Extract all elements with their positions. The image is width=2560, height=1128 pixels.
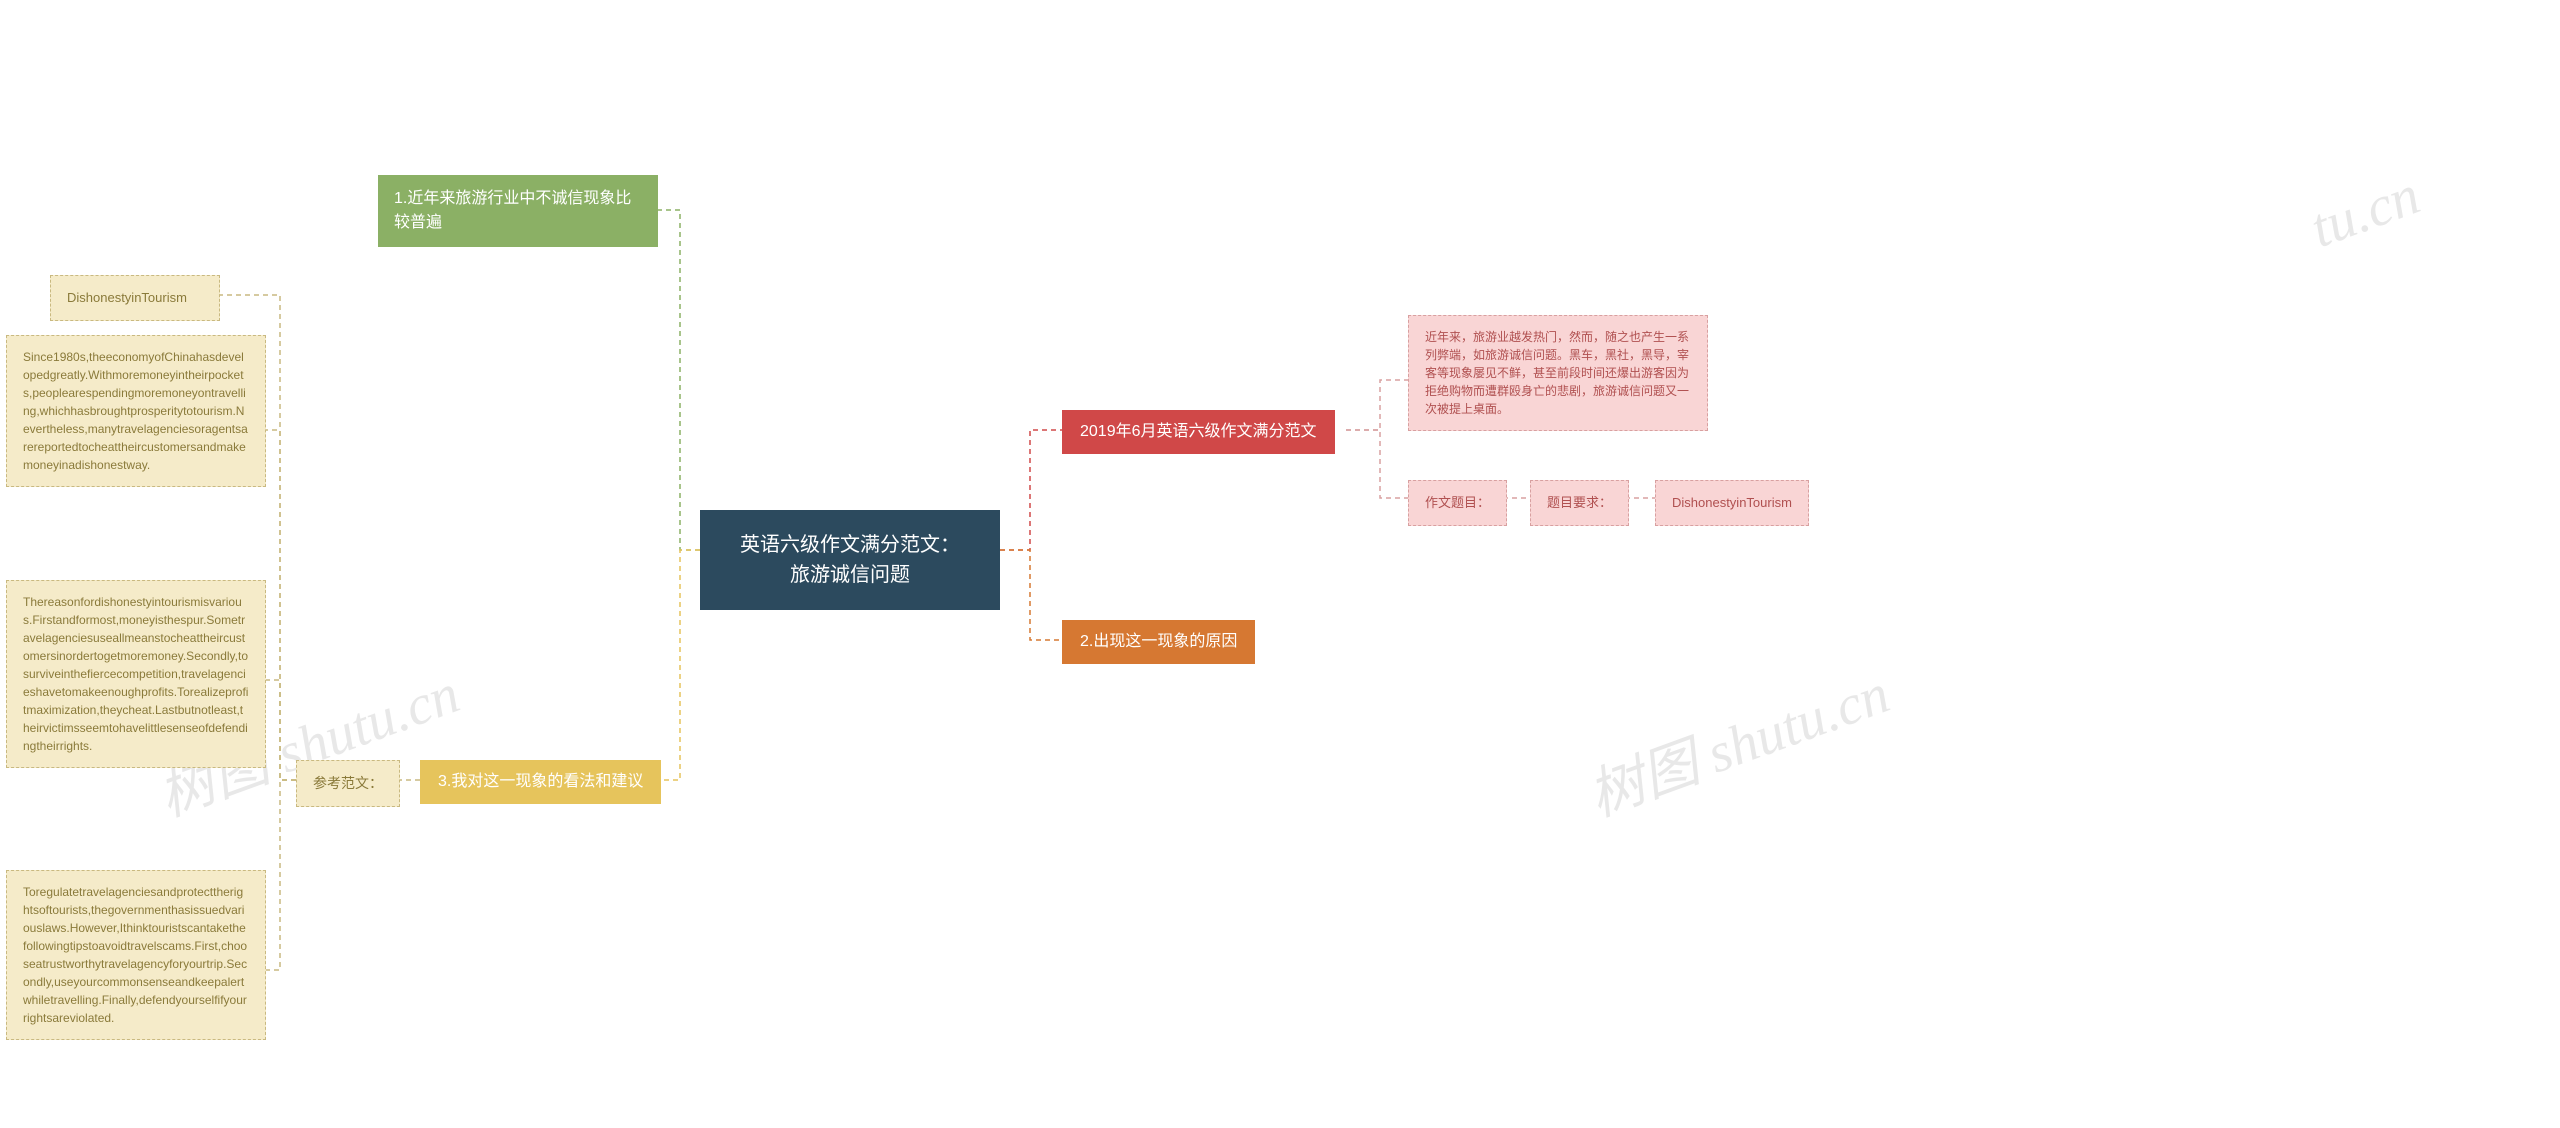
red-branch[interactable]: 2019年6月英语六级作文满分范文 bbox=[1062, 410, 1335, 454]
reference-label[interactable]: 参考范文： bbox=[296, 760, 400, 807]
beige-leaf-3[interactable]: Toregulatetravelagenciesandprotecttherig… bbox=[6, 870, 266, 1040]
beige-leaf-2[interactable]: Thereasonfordishonestyintourismisvarious… bbox=[6, 580, 266, 768]
root-line1: 英语六级作文满分范文： bbox=[730, 530, 970, 560]
pink-leaf-1[interactable]: 作文题目： bbox=[1408, 480, 1507, 526]
connectors-svg bbox=[0, 0, 2560, 1128]
green-line2: 较普遍 bbox=[394, 211, 642, 235]
orange-branch[interactable]: 2.出现这一现象的原因 bbox=[1062, 620, 1255, 664]
beige-leaf-1[interactable]: Since1980s,theeconomyofChinahasdeveloped… bbox=[6, 335, 266, 487]
pink-leaf-3[interactable]: DishonestyinTourism bbox=[1655, 480, 1809, 526]
watermark-3: tu.cn bbox=[2302, 163, 2428, 261]
watermark-2: 树图 shutu.cn bbox=[1576, 649, 1899, 833]
green-branch[interactable]: 1.近年来旅游行业中不诚信现象比 较普遍 bbox=[378, 175, 658, 247]
root-line2: 旅游诚信问题 bbox=[730, 560, 970, 590]
pink-leaf-2[interactable]: 题目要求： bbox=[1530, 480, 1629, 526]
beige-leaf-0[interactable]: DishonestyinTourism bbox=[50, 275, 220, 321]
green-line1: 1.近年来旅游行业中不诚信现象比 bbox=[394, 187, 642, 211]
pink-leaf-0[interactable]: 近年来，旅游业越发热门，然而，随之也产生一系列弊端，如旅游诚信问题。黑车，黑社，… bbox=[1408, 315, 1708, 431]
yellow-branch[interactable]: 3.我对这一现象的看法和建议 bbox=[420, 760, 661, 804]
root-node[interactable]: 英语六级作文满分范文： 旅游诚信问题 bbox=[700, 510, 1000, 610]
